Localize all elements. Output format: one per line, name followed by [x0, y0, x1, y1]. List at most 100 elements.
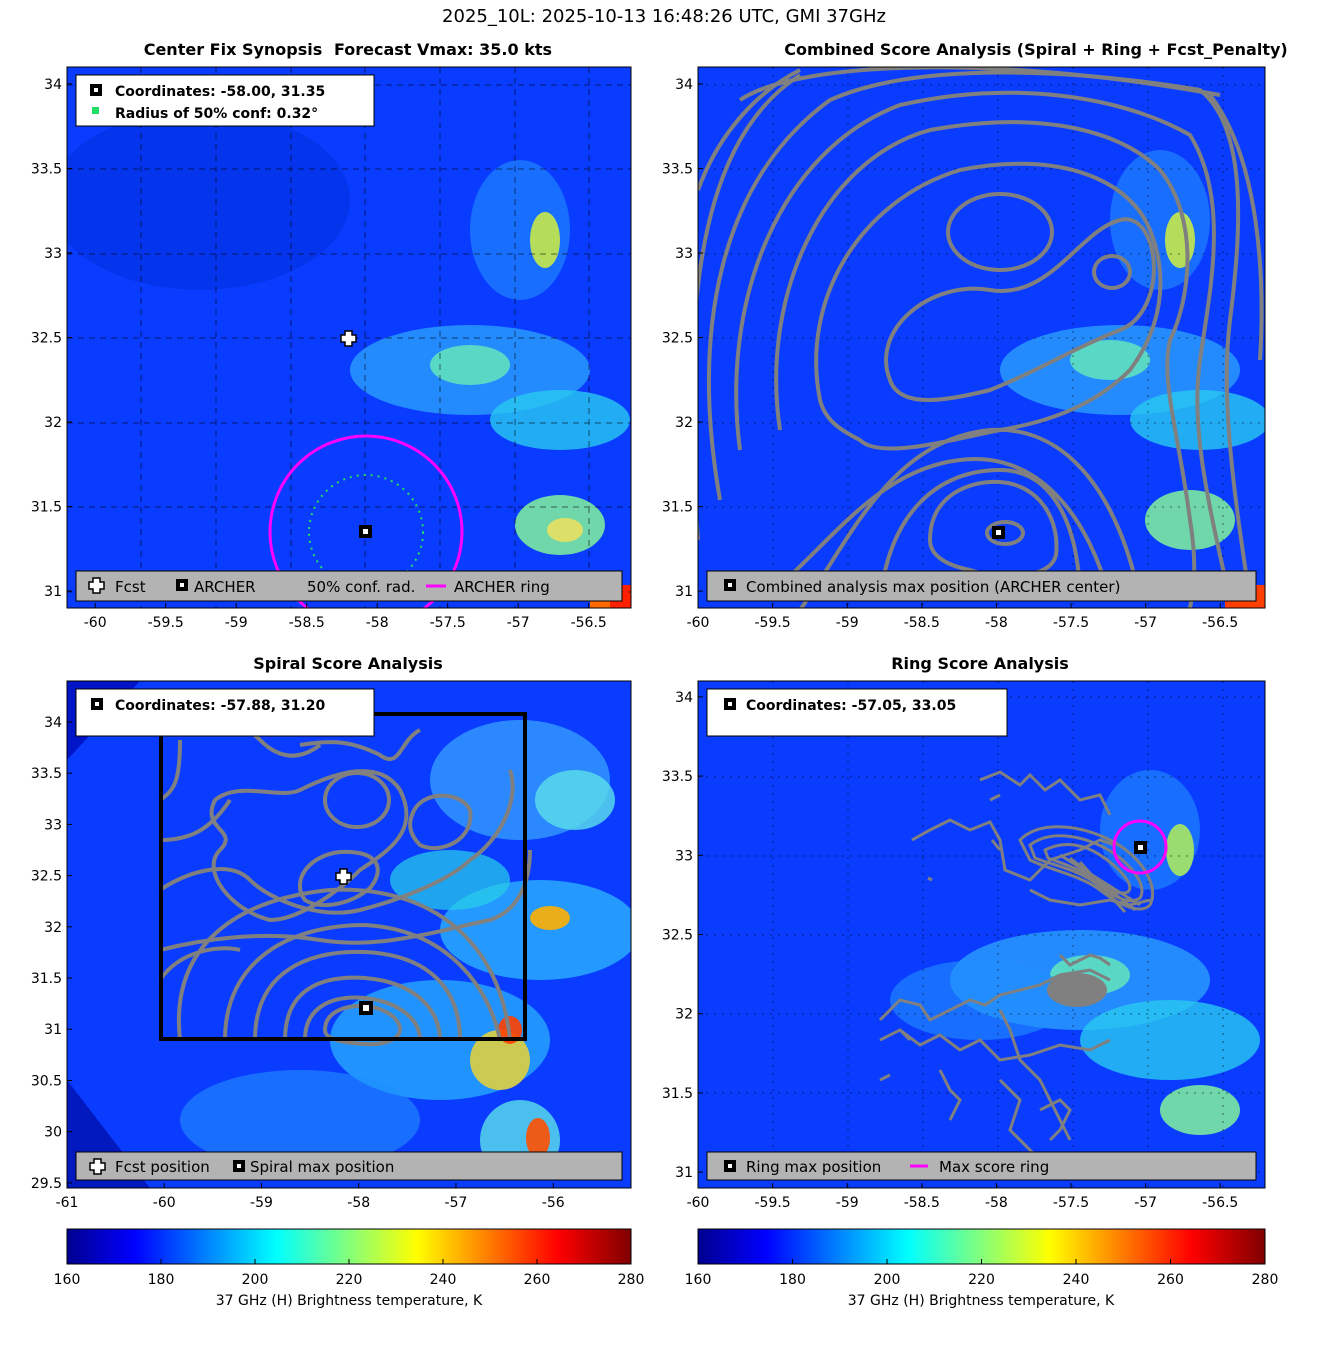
cfs-legend: Fcst ARCHER 50% conf. rad. ARCHER ring: [75, 570, 623, 602]
cfs-archer-marker: [359, 525, 372, 538]
colorbar-right-tick-label: 200: [874, 1272, 901, 1288]
cfs-xtick-label: -58.5: [289, 615, 325, 631]
combined-ytick-label: 33: [675, 246, 693, 262]
spiral-max-marker: [359, 1001, 373, 1015]
spiral-ytick-label: 30: [44, 1125, 62, 1141]
cfs-forecast-marker: [340, 330, 357, 347]
colorbar-right-label: 37 GHz (H) Brightness temperature, K: [848, 1293, 1115, 1309]
colorbar-right-tick-label: 280: [1252, 1272, 1279, 1288]
ring-ytick-label: 33: [675, 848, 693, 864]
cfs-xtick-label: -59: [225, 615, 248, 631]
ring-score-contours: [878, 770, 1155, 1172]
combined-xtick-label: -59.5: [754, 615, 790, 631]
panel-cfs-title: Center Fix Synopsis: [144, 40, 323, 59]
colorbar-left-ticks: 160 180 200 220 240 260 280: [54, 1259, 644, 1288]
spiral-ytick-label: 31.5: [31, 971, 62, 987]
cfs-archer-ring: [268, 434, 464, 608]
plus-icon: [89, 1158, 106, 1175]
cfs-legend-conf: 50% conf. rad.: [307, 578, 415, 596]
ring-xtick-label: -58.5: [904, 1195, 940, 1211]
spiral-forecast-marker: [335, 868, 352, 885]
colorbar-left-label: 37 GHz (H) Brightness temperature, K: [216, 1293, 483, 1309]
colorbar-left-tick-label: 260: [524, 1272, 551, 1288]
cfs-brightness-field: [67, 110, 631, 608]
colorbar-left-tick-label: 160: [54, 1272, 81, 1288]
cfs-ytick-label: 31: [44, 584, 62, 600]
combined-xtick-label: -59: [836, 615, 859, 631]
spiral-axes-box: [66, 680, 632, 1189]
ring-legend-max: Ring max position: [746, 1158, 881, 1176]
ring-xtick-label: -60: [687, 1195, 710, 1211]
combined-xtick-label: -57: [1134, 615, 1157, 631]
spiral-brightness-field: [67, 681, 631, 1188]
figure-suptitle: 2025_10L: 2025-10-13 16:48:26 UTC, GMI 3…: [442, 6, 886, 27]
ring-xtick-label: -59: [836, 1195, 859, 1211]
panel-combined-title: Combined Score Analysis (Spiral + Ring +…: [784, 40, 1287, 59]
cfs-xtick-label: -60: [84, 615, 107, 631]
combined-ytick-label: 34: [675, 77, 693, 93]
spiral-axis-ticks: -61 -60 -59 -58 -57 -56 29.5 30 30.5 31 31.5 32 32.5…: [31, 715, 565, 1211]
colorbar-right: 160 180 200 220 240 260 280 37 GHz (H) Brightn…: [685, 1228, 1279, 1309]
ring-axis-ticks: -60 -59.5 -59 -58.5 -58 -57.5 -57 -56.5 31 31.5 32…: [662, 690, 1239, 1211]
colorbar-left-tick-label: 240: [430, 1272, 457, 1288]
colorbar-right-ticks: 160 180 200 220 240 260 280: [685, 1259, 1279, 1288]
ring-info-box: Coordinates: -57.05, 33.05: [706, 688, 1008, 737]
colorbar-right-tick-label: 240: [1063, 1272, 1090, 1288]
cfs-ytick-label: 32: [44, 415, 62, 431]
spiral-xtick-label: -56: [542, 1195, 565, 1211]
colorbar-right-tick-label: 260: [1157, 1272, 1184, 1288]
spiral-legend-max: Spiral max position: [250, 1158, 394, 1176]
panel-center-fix-synopsis: Center Fix Synopsis Forecast Vmax: 35.0 …: [31, 40, 632, 631]
panel-ring-title: Ring Score Analysis: [891, 654, 1069, 673]
combined-ytick-label: 32.5: [662, 331, 693, 347]
cfs-ytick-label: 33.5: [31, 161, 62, 177]
panel-spiral-score: Spiral Score Analysis: [31, 654, 632, 1211]
colorbar-left-tick-label: 200: [242, 1272, 269, 1288]
ring-max-score-ring: [1112, 819, 1168, 875]
colorbar-left-scale: [66, 1228, 632, 1265]
combined-legend-max: Combined analysis max position (ARCHER c…: [746, 578, 1120, 596]
colorbar-right-tick-label: 220: [968, 1272, 995, 1288]
combined-legend: Combined analysis max position (ARCHER c…: [706, 570, 1257, 602]
combined-xtick-label: -60: [687, 615, 710, 631]
combined-xtick-label: -58: [985, 615, 1008, 631]
cfs-info-box: Coordinates: -58.00, 31.35 Radius of 50%…: [75, 74, 375, 127]
combined-max-marker: [992, 526, 1005, 539]
combined-axis-ticks: -60 -59.5 -59 -58.5 -58 -57.5 -57 -56.5 31 31.5 32…: [662, 77, 1239, 631]
cfs-axis-ticks: -60 -59.5 -59 -58.5 -58 -57.5 -57 -56.5 31 31.5 32…: [31, 77, 607, 631]
spiral-info-box: Coordinates: -57.88, 31.20: [75, 688, 375, 737]
spiral-xtick-label: -60: [153, 1195, 176, 1211]
spiral-legend-fcst: Fcst position: [115, 1158, 210, 1176]
ring-legend: Ring max position Max score ring: [706, 1151, 1257, 1181]
ring-ytick-label: 32: [675, 1007, 693, 1023]
cfs-confidence-radius: [308, 474, 424, 590]
spiral-xtick-label: -59: [250, 1195, 273, 1211]
colorbar-left-tick-label: 180: [148, 1272, 175, 1288]
cfs-xtick-label: -57: [507, 615, 530, 631]
ring-xtick-label: -58: [985, 1195, 1008, 1211]
spiral-ytick-label: 33.5: [31, 766, 62, 782]
colorbar-right-scale: [697, 1228, 1266, 1265]
spiral-ytick-label: 32: [44, 920, 62, 936]
spiral-xtick-label: -58: [347, 1195, 370, 1211]
panel-ring-score: Ring Score Analysis: [662, 654, 1266, 1211]
spiral-ytick-label: 29.5: [31, 1176, 62, 1192]
panel-spiral-title: Spiral Score Analysis: [253, 654, 443, 673]
ring-legend-ring: Max score ring: [939, 1158, 1049, 1176]
spiral-ytick-label: 32.5: [31, 869, 62, 885]
spiral-ytick-label: 33: [44, 817, 62, 833]
combined-xtick-label: -57.5: [1053, 615, 1089, 631]
plus-icon: [88, 577, 105, 594]
cfs-legend-archer: ARCHER: [194, 578, 256, 596]
spiral-ytick-label: 31: [44, 1022, 62, 1038]
spiral-xtick-label: -57: [445, 1195, 468, 1211]
cfs-ytick-label: 32.5: [31, 331, 62, 347]
combined-ytick-label: 33.5: [662, 161, 693, 177]
combined-score-contours: [698, 67, 1264, 608]
combined-brightness-field: [1000, 150, 1265, 608]
colorbar-right-tick-label: 160: [685, 1272, 712, 1288]
ring-xtick-label: -56.5: [1202, 1195, 1238, 1211]
ring-ytick-label: 34: [675, 690, 693, 706]
combined-xtick-label: -56.5: [1202, 615, 1238, 631]
